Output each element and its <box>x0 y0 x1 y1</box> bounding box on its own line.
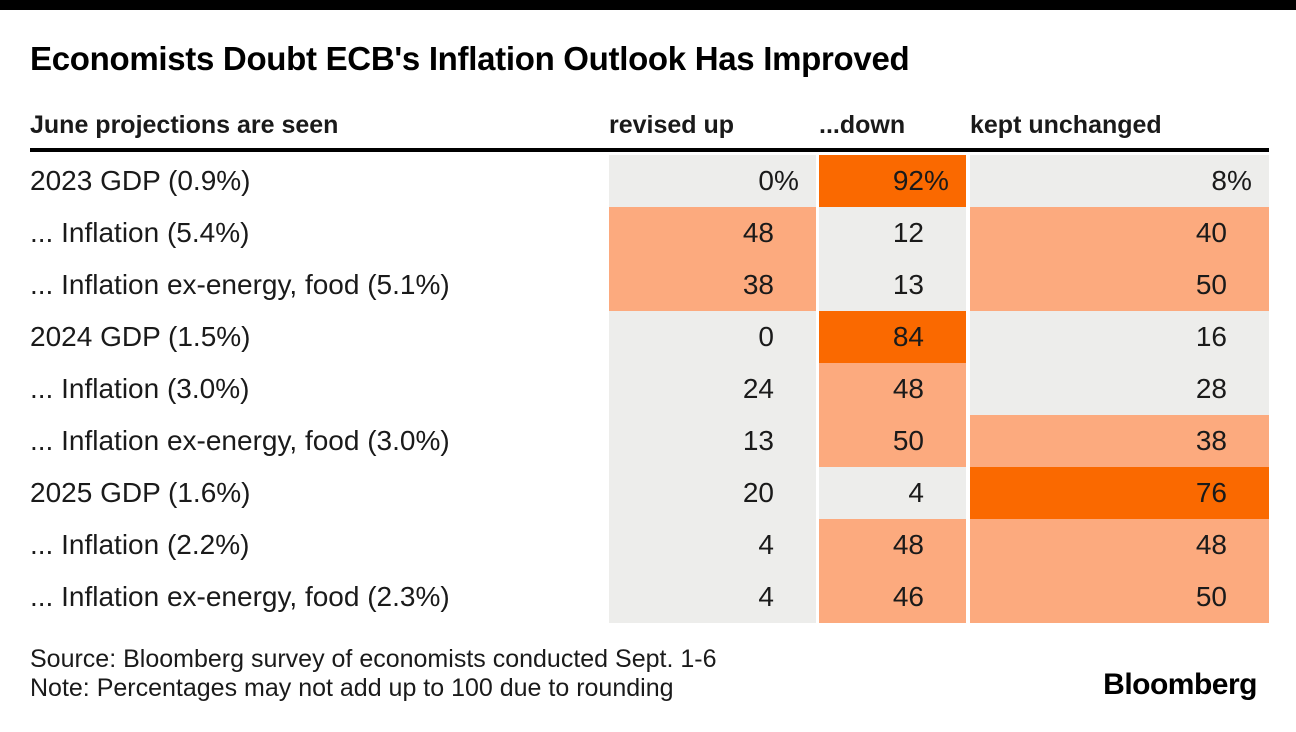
row-label: 2024 GDP (1.5%) <box>30 311 609 363</box>
value-number: 48 <box>742 217 774 248</box>
value-number: 46 <box>892 581 924 612</box>
column-header-row-descriptions: June projections are seen <box>30 111 339 139</box>
chart-title: Economists Doubt ECB's Inflation Outlook… <box>30 40 910 77</box>
row-label: ... Inflation (2.2%) <box>30 519 609 571</box>
value-cell: 76 <box>966 467 1269 519</box>
brand-top-bar <box>0 0 1296 10</box>
value-cell: 48 <box>609 207 816 259</box>
value-cell: 38 <box>609 259 816 311</box>
value-cell: 48 <box>816 363 966 415</box>
value-cell: 0% <box>609 155 816 207</box>
header-divider-rule <box>30 148 1269 152</box>
value-cell: 8% <box>966 155 1269 207</box>
value-cell: 13 <box>816 259 966 311</box>
value-cell: 50 <box>816 415 966 467</box>
value-number: 16 <box>1195 321 1227 352</box>
value-cell: 50 <box>966 571 1269 623</box>
heatmap-grid: 2023 GDP (0.9%) 0% 92% 8% ... Inflation (5.4… <box>30 155 1269 623</box>
value-number: 20 <box>742 477 774 508</box>
value-number: 40 <box>1195 217 1227 248</box>
value-number: 48 <box>1195 529 1227 560</box>
value-number: 24 <box>742 373 774 404</box>
value-cell: 50 <box>966 259 1269 311</box>
value-number: 8 <box>1211 165 1227 196</box>
row-label: 2023 GDP (0.9%) <box>30 155 609 207</box>
row-label: ... Inflation (3.0%) <box>30 363 609 415</box>
value-number: 4 <box>758 581 774 612</box>
value-cell: 12 <box>816 207 966 259</box>
value-number: 76 <box>1195 477 1227 508</box>
value-number: 50 <box>1195 581 1227 612</box>
value-number: 28 <box>1195 373 1227 404</box>
value-number: 38 <box>1195 425 1227 456</box>
value-cell: 48 <box>966 519 1269 571</box>
bloomberg-logo: Bloomberg <box>1103 668 1257 701</box>
value-cell: 0 <box>609 311 816 363</box>
value-cell: 4 <box>816 467 966 519</box>
value-number: 50 <box>1195 269 1227 300</box>
value-cell: 4 <box>609 519 816 571</box>
value-number: 13 <box>742 425 774 456</box>
value-number: 4 <box>758 529 774 560</box>
value-cell: 20 <box>609 467 816 519</box>
value-number: 48 <box>892 373 924 404</box>
value-number: 12 <box>892 217 924 248</box>
value-number: 50 <box>892 425 924 456</box>
value-cell: 46 <box>816 571 966 623</box>
source-text: Source: Bloomberg survey of economists c… <box>30 645 717 673</box>
value-number: 4 <box>908 477 924 508</box>
value-number: 92 <box>892 165 924 196</box>
value-cell: 84 <box>816 311 966 363</box>
value-number: 38 <box>742 269 774 300</box>
value-cell: 40 <box>966 207 1269 259</box>
value-cell: 28 <box>966 363 1269 415</box>
value-cell: 38 <box>966 415 1269 467</box>
row-label: ... Inflation (5.4%) <box>30 207 609 259</box>
value-cell: 48 <box>816 519 966 571</box>
row-label: ... Inflation ex-energy, food (3.0%) <box>30 415 609 467</box>
value-number: 13 <box>892 269 924 300</box>
value-cell: 4 <box>609 571 816 623</box>
row-label: ... Inflation ex-energy, food (5.1%) <box>30 259 609 311</box>
column-header-revised-down: ...down <box>819 111 906 139</box>
value-cell: 24 <box>609 363 816 415</box>
value-cell: 13 <box>609 415 816 467</box>
footer: Source: Bloomberg survey of economists c… <box>30 645 716 703</box>
value-number: 84 <box>892 321 924 352</box>
column-header-revised-up: revised up <box>609 111 735 139</box>
row-label: 2025 GDP (1.6%) <box>30 467 609 519</box>
value-number: 48 <box>892 529 924 560</box>
note-text: Note: Percentages may not add up to 100 … <box>30 674 674 702</box>
value-number: 0 <box>758 165 774 196</box>
column-header-kept-unchanged: kept unchanged <box>970 111 1162 139</box>
value-cell: 92% <box>816 155 966 207</box>
value-cell: 16 <box>966 311 1269 363</box>
row-label: ... Inflation ex-energy, food (2.3%) <box>30 571 609 623</box>
value-number: 0 <box>758 321 774 352</box>
